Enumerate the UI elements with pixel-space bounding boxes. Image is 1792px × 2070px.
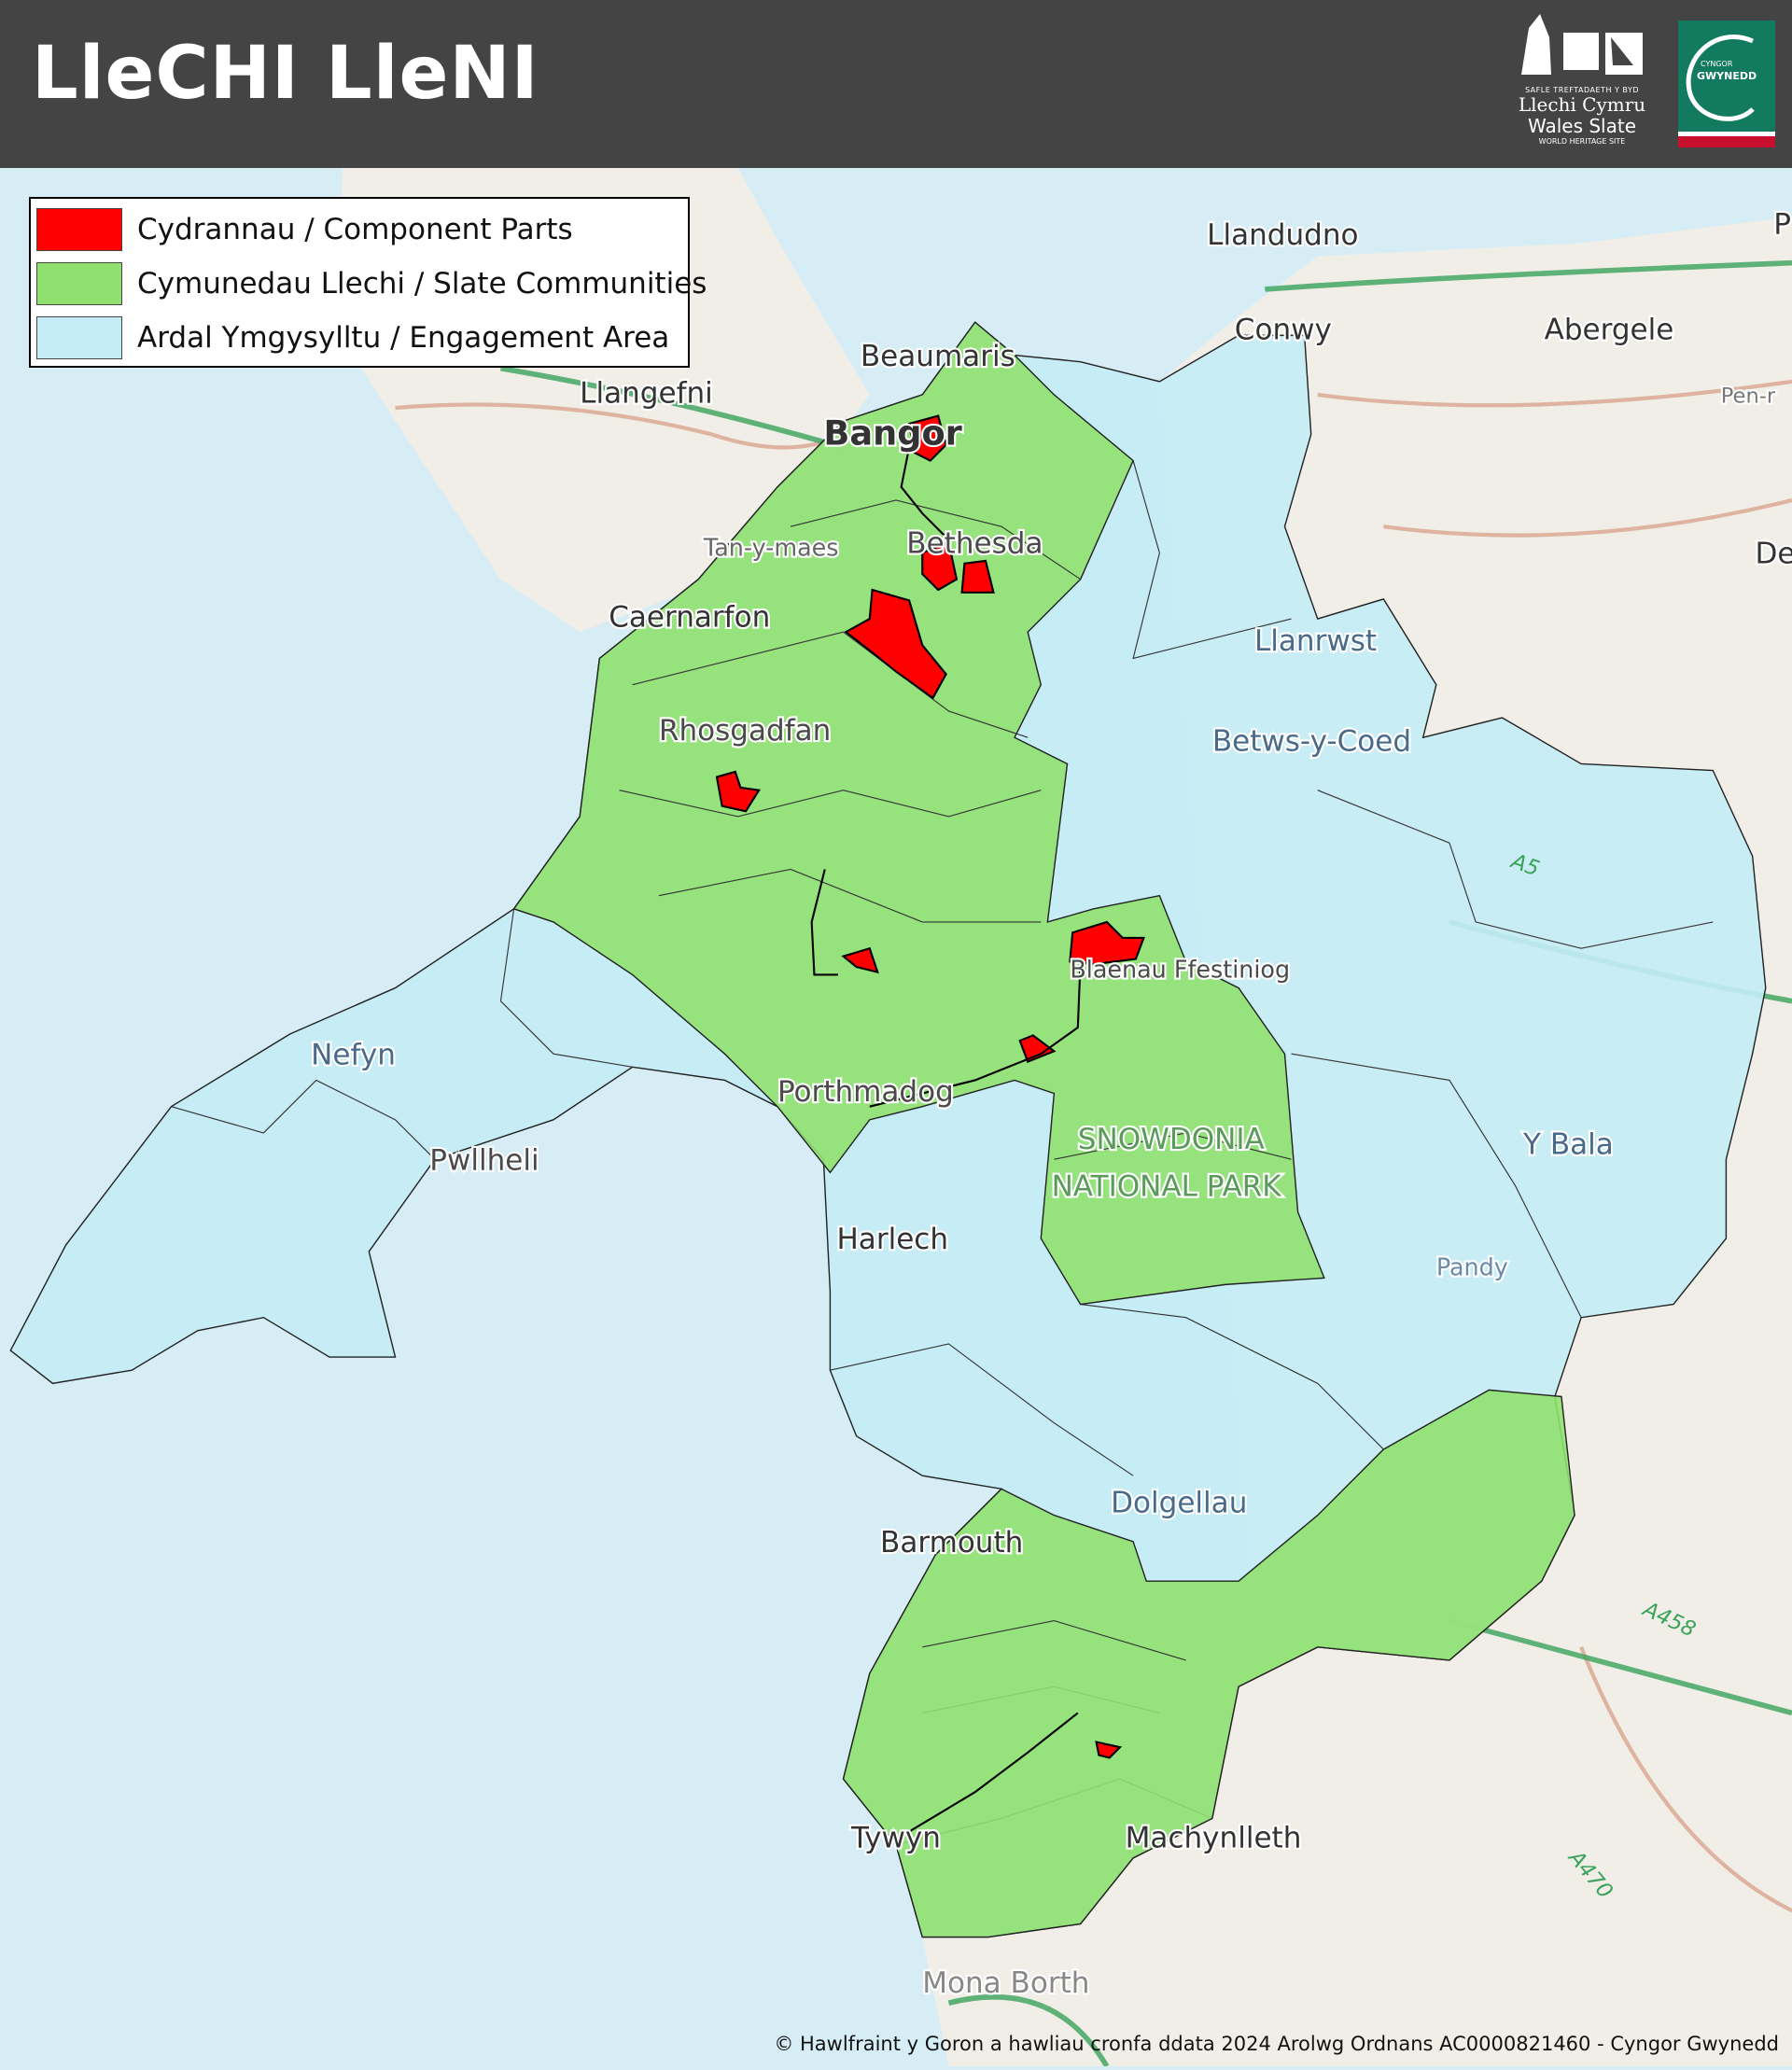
label-bethesda: Bethesda <box>906 526 1043 560</box>
whs-text-2: Llechi Cymru <box>1518 93 1646 116</box>
legend-label: Ardal Ymgysylltu / Engagement Area <box>137 321 670 355</box>
label-tan-y-maes: Tan-y-maes <box>703 533 839 561</box>
label-harlech: Harlech <box>836 1223 948 1256</box>
slate-railways <box>810 447 1082 1833</box>
label-rhosgadfan: Rhosgadfan <box>659 714 831 748</box>
label-pen-r: Pen-r <box>1721 384 1776 408</box>
minor-roads <box>395 379 1792 1913</box>
cyngor-gwynedd-logo: CYNGOR GWYNEDD <box>1678 21 1775 147</box>
label-barmouth: Barmouth <box>880 1526 1023 1559</box>
header-bar: LleCHI LleNI SAFLE TREFTADAETH Y BYD Lle… <box>0 0 1792 168</box>
legend-item-slate-communities: Cymunedau Llechi / Slate Communities <box>36 260 707 307</box>
legend-swatch-blue <box>36 316 122 359</box>
council-text-1: CYNGOR <box>1701 60 1733 68</box>
page-title: LleCHI LleNI <box>32 32 539 116</box>
slate-communities-north <box>512 321 1325 1306</box>
label-llandudno: Llandudno <box>1207 218 1358 252</box>
copyright-notice: © Hawlfraint y Goron a hawliau cronfa dd… <box>774 2033 1779 2055</box>
legend-item-component-parts: Cydrannau / Component Parts <box>36 206 573 253</box>
label-pandy: Pandy <box>1436 1252 1508 1280</box>
label-llanrwst: Llanrwst <box>1254 624 1377 658</box>
component-parts <box>715 414 1145 1759</box>
label-national-park: NATIONAL PARK <box>1052 1170 1283 1204</box>
component-part <box>1095 1741 1123 1759</box>
council-text-2: GWYNEDD <box>1697 70 1757 82</box>
component-part <box>844 588 947 700</box>
label-y-bala: Y Bala <box>1522 1128 1614 1162</box>
legend-swatch-green <box>36 262 122 305</box>
component-part <box>921 540 959 592</box>
map-legend: Cydrannau / Component Parts Cymunedau Ll… <box>29 197 707 368</box>
component-part <box>960 559 995 594</box>
label-beaumaris: Beaumaris <box>861 340 1015 373</box>
label-llangefni: Llangefni <box>580 376 713 410</box>
label-mona-borth: Mona Borth <box>922 1966 1089 2000</box>
label-de: De <box>1755 538 1792 571</box>
label-porthmadog: Porthmadog <box>777 1075 954 1109</box>
whs-text-1: SAFLE TREFTADAETH Y BYD <box>1524 86 1640 94</box>
component-part <box>841 946 879 974</box>
slate-communities-south <box>842 1389 1575 1938</box>
label-snowdonia: SNOWDONIA <box>1078 1123 1265 1156</box>
g-logo-icon <box>1686 35 1755 121</box>
label-p: P <box>1773 208 1791 242</box>
legend-label: Cydrannau / Component Parts <box>137 213 573 246</box>
legend-item-engagement-area: Ardal Ymgysylltu / Engagement Area <box>36 315 669 361</box>
label-betws-y-coed: Betws-y-Coed <box>1212 724 1411 758</box>
component-part <box>715 770 761 813</box>
label-dolgellau: Dolgellau <box>1111 1487 1247 1520</box>
legend-label: Cymunedau Llechi / Slate Communities <box>137 267 707 301</box>
label-conwy: Conwy <box>1235 314 1332 347</box>
label-nefyn: Nefyn <box>311 1038 396 1071</box>
slate-community-boundaries <box>619 499 1292 1661</box>
whs-text-3: Wales Slate <box>1527 115 1637 137</box>
label-blaenau-ffestiniog: Blaenau Ffestiniog <box>1070 955 1290 983</box>
label-bangor: Bangor <box>823 413 961 454</box>
place-labels: Llandudno Conwy Abergele Beaumaris Llang… <box>309 205 1792 2002</box>
label-abergele: Abergele <box>1545 314 1674 347</box>
legend-swatch-red <box>36 208 122 251</box>
component-part <box>1018 1034 1057 1064</box>
map-area[interactable]: Llandudno Conwy Abergele Beaumaris Llang… <box>0 168 1792 2068</box>
component-part <box>1069 920 1145 966</box>
label-caernarfon: Caernarfon <box>609 601 770 635</box>
label-pwllheli: Pwllheli <box>429 1143 539 1177</box>
whs-text-4: WORLD HERITAGE SITE <box>1538 137 1626 146</box>
map-canvas[interactable]: Llandudno Conwy Abergele Beaumaris Llang… <box>0 168 1792 2068</box>
label-tywyn: Tywyn <box>850 1822 941 1855</box>
label-machynlleth: Machynlleth <box>1126 1822 1302 1855</box>
heritage-icons <box>1521 14 1643 75</box>
component-part <box>907 414 947 462</box>
wales-slate-whs-logo: SAFLE TREFTADAETH Y BYD Llechi Cymru Wal… <box>1507 9 1657 159</box>
